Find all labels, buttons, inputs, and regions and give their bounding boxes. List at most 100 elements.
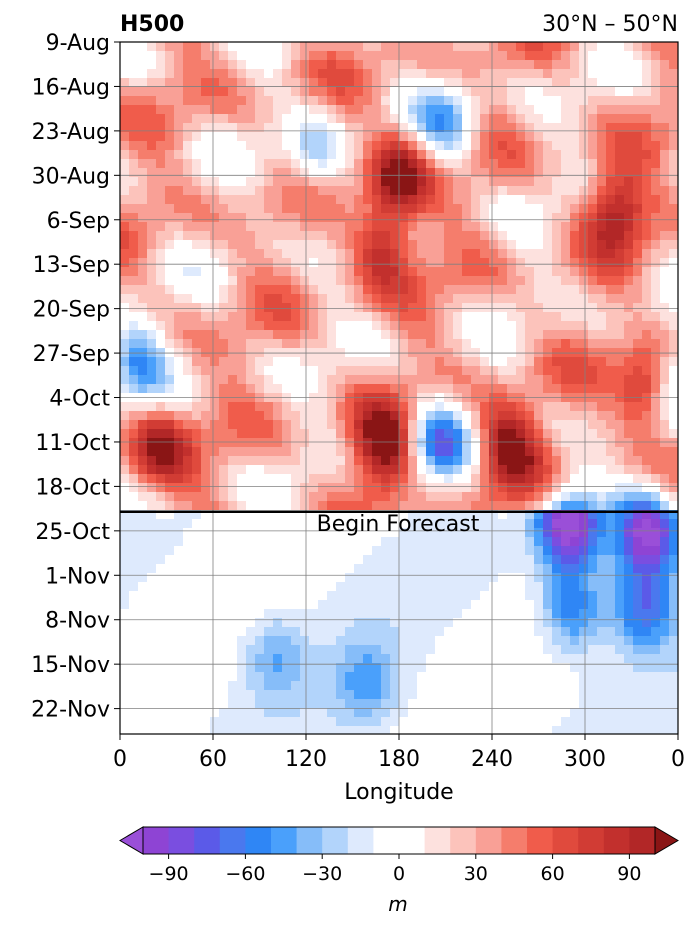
heatmap-cell (651, 195, 661, 205)
heatmap-cell (633, 114, 643, 124)
heatmap-cell (642, 447, 652, 457)
heatmap-cell (669, 690, 678, 700)
heatmap-cell (219, 375, 229, 385)
heatmap-cell (318, 186, 328, 196)
heatmap-cell (417, 600, 427, 610)
heatmap-cell (417, 537, 427, 547)
heatmap-cell (237, 69, 247, 79)
heatmap-cell (300, 303, 310, 313)
heatmap-cell (606, 564, 616, 574)
heatmap-cell (156, 699, 166, 709)
heatmap-cell (597, 87, 607, 97)
heatmap-cell (165, 321, 175, 331)
heatmap-cell (327, 654, 337, 664)
heatmap-cell (327, 429, 337, 439)
heatmap-cell (642, 609, 652, 619)
heatmap-cell (318, 474, 328, 484)
heatmap-cell (435, 231, 445, 241)
heatmap-cell (246, 96, 256, 106)
heatmap-cell (399, 654, 409, 664)
heatmap-cell (642, 672, 652, 682)
heatmap-cell (246, 402, 256, 412)
heatmap-cell (561, 591, 571, 601)
heatmap-cell (444, 132, 454, 142)
heatmap-cell (165, 330, 175, 340)
heatmap-cell (291, 627, 301, 637)
heatmap-cell (183, 510, 193, 520)
heatmap-cell (264, 69, 274, 79)
heatmap-cell (372, 627, 382, 637)
heatmap-cell (363, 546, 373, 556)
heatmap-cell (345, 258, 355, 268)
heatmap-cell (462, 114, 472, 124)
heatmap-cell (192, 312, 202, 322)
heatmap-cell (543, 645, 553, 655)
heatmap-cell (363, 42, 373, 52)
heatmap-cell (642, 357, 652, 367)
heatmap-cell (309, 636, 319, 646)
title-right: 30°N – 50°N (542, 12, 678, 37)
heatmap-cell (534, 447, 544, 457)
heatmap-cell (318, 429, 328, 439)
heatmap-cell (534, 285, 544, 295)
heatmap-cell (543, 600, 553, 610)
heatmap-cell (462, 231, 472, 241)
heatmap-cell (633, 501, 643, 511)
heatmap-cell (363, 366, 373, 376)
heatmap-cell (633, 213, 643, 223)
heatmap-cell (246, 699, 256, 709)
heatmap-cell (435, 60, 445, 70)
heatmap-cell (354, 438, 364, 448)
heatmap-cell (309, 258, 319, 268)
heatmap-cell (453, 366, 463, 376)
heatmap-cell (129, 582, 139, 592)
heatmap-cell (246, 150, 256, 160)
heatmap-cell (651, 528, 661, 538)
heatmap-cell (372, 465, 382, 475)
heatmap-cell (120, 330, 130, 340)
heatmap-cell (624, 321, 634, 331)
heatmap-cell (642, 618, 652, 628)
heatmap-cell (363, 528, 373, 538)
heatmap-cell (156, 474, 166, 484)
heatmap-cell (354, 87, 364, 97)
heatmap-cell (615, 69, 625, 79)
heatmap-cell (651, 645, 661, 655)
heatmap-cell (183, 609, 193, 619)
heatmap-cell (507, 573, 517, 583)
heatmap-cell (156, 600, 166, 610)
heatmap-cell (579, 312, 589, 322)
heatmap-cell (579, 132, 589, 142)
heatmap-cell (624, 213, 634, 223)
heatmap-cell (399, 366, 409, 376)
heatmap-cell (606, 249, 616, 259)
heatmap-cell (471, 222, 481, 232)
heatmap-cell (183, 285, 193, 295)
heatmap-cell (282, 60, 292, 70)
heatmap-cell (363, 582, 373, 592)
heatmap-cell (561, 690, 571, 700)
heatmap-cell (183, 672, 193, 682)
heatmap-cell (471, 537, 481, 547)
heatmap-cell (642, 420, 652, 430)
heatmap-cell (228, 69, 238, 79)
heatmap-cell (543, 537, 553, 547)
heatmap-cell (273, 204, 283, 214)
heatmap-cell (543, 564, 553, 574)
heatmap-cell (444, 114, 454, 124)
heatmap-cell (552, 384, 562, 394)
heatmap-cell (462, 159, 472, 169)
heatmap-cell (471, 195, 481, 205)
heatmap-cell (480, 105, 490, 115)
heatmap-cell (120, 627, 130, 637)
heatmap-cell (363, 663, 373, 673)
heatmap-cell (651, 357, 661, 367)
heatmap-cell (606, 114, 616, 124)
heatmap-cell (354, 213, 364, 223)
heatmap-cell (165, 240, 175, 250)
heatmap-cell (219, 645, 229, 655)
heatmap-cell (138, 132, 148, 142)
heatmap-cell (525, 213, 535, 223)
heatmap-cell (390, 483, 400, 493)
heatmap-cell (597, 429, 607, 439)
